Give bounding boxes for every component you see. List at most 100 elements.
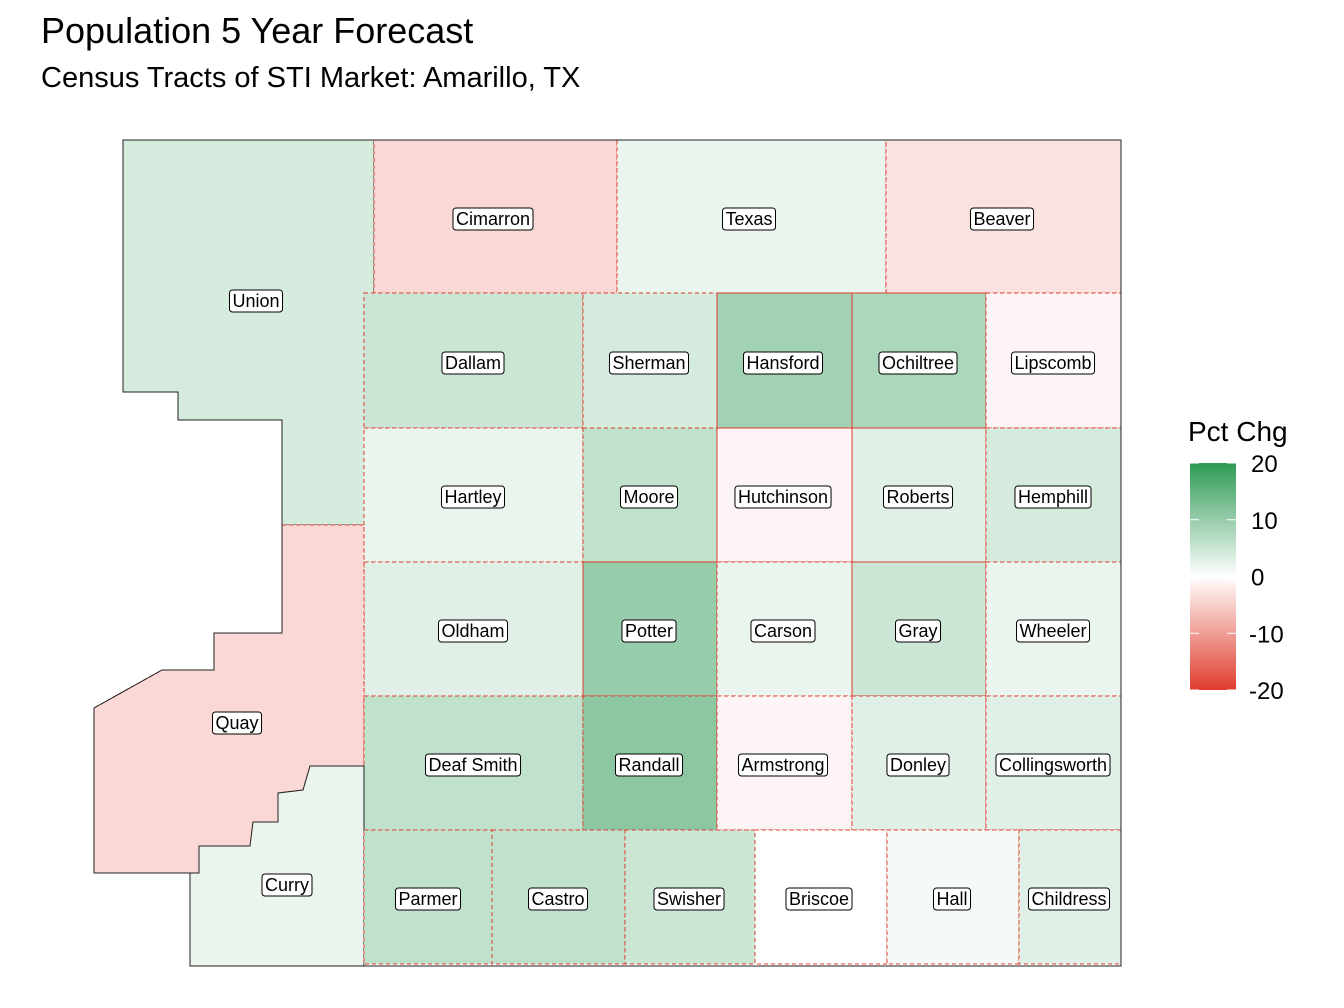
legend: Pct Chg 20 10 0 -10 -20 [1188,416,1288,705]
county-label-text: Curry [265,875,309,895]
county-label-cimarron: Cimarron [452,207,534,231]
county-label-box [894,619,942,643]
county-label-text: Armstrong [741,755,824,775]
county-label-text: Beaver [973,209,1030,229]
county-label-deaf-smith: Deaf Smith [424,753,522,777]
county-label-castro: Castro [527,887,589,911]
county-label-text: Hutchinson [738,487,828,507]
county-label-text: Union [232,291,279,311]
county-label-roberts: Roberts [882,485,954,509]
county-label-box [614,753,684,777]
county-label-box [452,207,534,231]
map-subtitle: Census Tracts of STI Market: Amarillo, T… [41,62,581,94]
county-label-box [441,351,505,375]
county-label-box [886,753,950,777]
county-label-box [882,485,954,509]
legend-tick-label: 0 [1251,565,1264,592]
county-label-text: Gray [898,621,937,641]
county-label-text: Oldham [441,621,504,641]
county-label-randall: Randall [614,753,684,777]
county-label-box [734,485,832,509]
county-label-text: Collingsworth [999,755,1107,775]
county-label-text: Dallam [445,353,501,373]
county-label-text: Randall [618,755,679,775]
county-label-text: Roberts [886,487,949,507]
county-label-dallam: Dallam [441,351,505,375]
county-label-box [394,887,462,911]
county-label-box [424,753,522,777]
county-label-moore: Moore [619,485,679,509]
county-label-lipscomb: Lipscomb [1010,351,1096,375]
county-label-box [228,289,284,313]
county-label-box [878,351,958,375]
county-label-text: Potter [625,621,673,641]
county-label-beaver: Beaver [969,207,1035,231]
county-label-gray: Gray [894,619,942,643]
county-label-box [1015,619,1091,643]
county-label-text: Quay [215,713,258,733]
county-label-text: Donley [890,755,946,775]
county-label-box [527,887,589,911]
county-label-box [742,351,824,375]
county-label-text: Briscoe [789,889,849,909]
county-label-text: Hansford [746,353,819,373]
legend-tick-label: 10 [1251,508,1278,535]
legend-tick-label: -20 [1249,678,1284,705]
county-label-potter: Potter [621,619,677,643]
county-label-text: Carson [754,621,812,641]
county-label-box [750,619,816,643]
county-label-hemphill: Hemphill [1014,485,1092,509]
county-label-wheeler: Wheeler [1015,619,1091,643]
county-label-box [608,351,690,375]
county-label-text: Parmer [398,889,457,909]
county-label-box [785,887,853,911]
county-label-box [621,619,677,643]
county-label-box [440,485,506,509]
county-label-text: Wheeler [1019,621,1086,641]
county-label-sherman: Sherman [608,351,690,375]
county-label-curry: Curry [261,873,313,897]
county-label-parmer: Parmer [394,887,462,911]
county-label-box [932,887,972,911]
legend-tick-label: 20 [1251,451,1278,478]
market-outline [364,139,1122,967]
county-label-text: Childress [1031,889,1106,909]
county-label-hall: Hall [932,887,972,911]
county-label-box [1014,485,1092,509]
county-label-hartley: Hartley [440,485,506,509]
county-label-text: Swisher [657,889,721,909]
legend-tick-label: -10 [1249,621,1284,648]
county-label-hutchinson: Hutchinson [734,485,832,509]
legend-title: Pct Chg [1188,416,1288,447]
map-title: Population 5 Year Forecast [41,10,474,51]
county-label-hansford: Hansford [742,351,824,375]
county-label-box [261,873,313,897]
county-label-text: Ochiltree [882,353,954,373]
county-label-box [619,485,679,509]
county-label-donley: Donley [886,753,950,777]
county-label-text: Hartley [444,487,501,507]
county-label-union: Union [228,289,284,313]
county-label-armstrong: Armstrong [737,753,829,777]
county-label-box [969,207,1035,231]
county-label-childress: Childress [1027,887,1111,911]
county-label-text: Cimarron [456,209,530,229]
county-label-box [995,753,1111,777]
county-label-text: Castro [531,889,584,909]
county-region-union [122,139,375,526]
county-label-box [653,887,725,911]
county-label-collingsworth: Collingsworth [995,753,1111,777]
county-label-carson: Carson [750,619,816,643]
county-label-box [721,207,777,231]
county-label-oldham: Oldham [437,619,509,643]
county-label-box [437,619,509,643]
county-label-box [737,753,829,777]
county-label-box [211,711,263,735]
county-label-text: Lipscomb [1014,353,1091,373]
county-label-text: Hall [936,889,967,909]
county-label-text: Deaf Smith [428,755,517,775]
county-label-box [1010,351,1096,375]
county-label-ochiltree: Ochiltree [878,351,958,375]
state-outline [93,525,364,967]
